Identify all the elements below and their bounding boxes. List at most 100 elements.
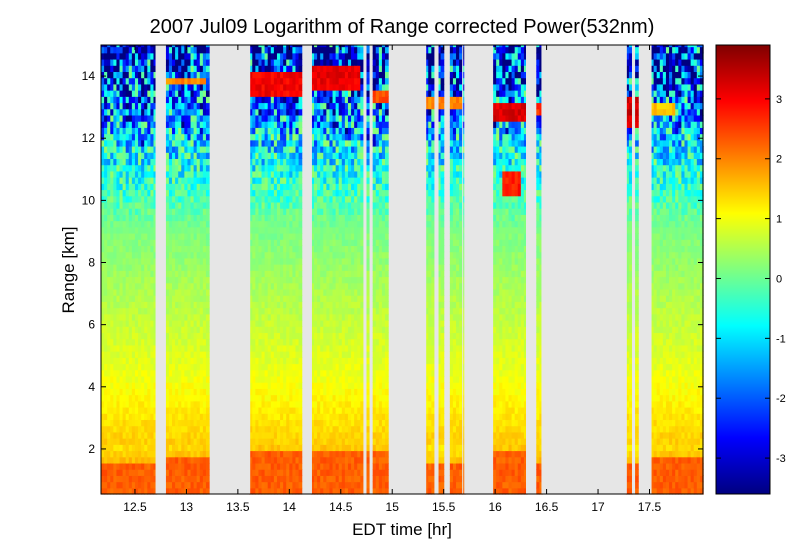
heatmap-cell <box>310 319 315 327</box>
heatmap-cell <box>264 214 269 222</box>
heatmap-cell <box>125 177 130 184</box>
heatmap-cell <box>289 444 294 452</box>
heatmap-cell <box>360 469 365 476</box>
heatmap-cell <box>286 214 290 222</box>
heatmap-cell <box>193 469 198 476</box>
heatmap-cell <box>178 208 182 215</box>
heatmap-cell <box>357 264 361 271</box>
heatmap-cell <box>144 164 148 172</box>
heatmap-cell <box>172 189 176 197</box>
heatmap-cell <box>104 183 108 191</box>
heatmap-cell <box>249 400 253 408</box>
heatmap-cell <box>187 332 192 340</box>
heatmap-cell <box>372 245 377 253</box>
heatmap-cell <box>326 183 331 191</box>
heatmap-cell <box>335 102 340 110</box>
heatmap-cell <box>357 189 361 197</box>
heatmap-cell <box>193 83 198 91</box>
heatmap-cell <box>255 45 260 48</box>
heatmap-cell <box>199 58 204 66</box>
heatmap-cell <box>141 96 145 104</box>
heatmap-cell <box>344 438 349 445</box>
heatmap-cell <box>153 102 158 110</box>
heatmap-cell <box>122 164 127 172</box>
heatmap-cell <box>141 363 145 371</box>
heatmap-cell <box>202 351 207 358</box>
heatmap-cell <box>360 145 365 153</box>
heatmap-cell <box>298 319 303 327</box>
heatmap-cell <box>320 295 324 302</box>
heatmap-cell <box>335 45 340 48</box>
heatmap-cell <box>273 245 278 253</box>
heatmap-cell <box>264 481 269 489</box>
heatmap-cell <box>122 475 127 483</box>
heatmap-cell <box>283 375 287 383</box>
heatmap-cell <box>295 450 300 458</box>
heatmap-cell <box>323 363 327 371</box>
heatmap-cell <box>261 344 266 352</box>
heatmap-cell <box>144 469 148 476</box>
heatmap-cell <box>295 288 300 296</box>
heatmap-cell <box>131 475 136 483</box>
heatmap-cell <box>147 96 151 104</box>
heatmap-cell <box>332 462 337 470</box>
heatmap-cell <box>175 456 179 464</box>
heatmap-cell <box>101 102 105 110</box>
heatmap-cell <box>329 469 334 476</box>
heatmap-cell <box>116 363 121 371</box>
heatmap-cell <box>181 407 185 414</box>
heatmap-cell <box>122 189 127 197</box>
heatmap-cell <box>134 481 139 489</box>
heatmap-cell <box>273 90 278 97</box>
heatmap-cell <box>273 469 278 476</box>
heatmap-cell <box>366 170 371 178</box>
heatmap-cell <box>317 220 321 228</box>
heatmap-cell <box>153 469 158 476</box>
heatmap-cell <box>258 419 263 427</box>
heatmap-cell <box>104 344 108 352</box>
heatmap-cell <box>110 444 114 452</box>
heatmap-cell <box>258 400 263 408</box>
heatmap-cell <box>125 276 130 284</box>
heatmap-cell <box>286 319 290 327</box>
heatmap-cell <box>122 145 127 153</box>
heatmap-cell <box>107 245 111 253</box>
heatmap-cell <box>144 45 148 48</box>
heatmap-cell <box>258 127 263 135</box>
heatmap-cell <box>147 58 151 66</box>
heatmap-cell <box>283 338 287 346</box>
heatmap-cell <box>107 145 111 153</box>
heatmap-cell <box>165 419 170 427</box>
heatmap-cell <box>113 332 118 340</box>
heatmap-cell <box>190 183 195 191</box>
heatmap-cell <box>335 394 340 402</box>
heatmap-cell <box>190 375 195 383</box>
heatmap-cell <box>165 133 170 141</box>
heatmap-cell <box>134 58 139 66</box>
heatmap-cell <box>264 65 269 73</box>
heatmap-cell <box>332 108 337 116</box>
heatmap-cell <box>255 431 260 439</box>
heatmap-cell <box>110 295 114 302</box>
heatmap-cell <box>329 394 334 402</box>
heatmap-cell <box>181 394 185 402</box>
heatmap-cell <box>273 357 278 365</box>
heatmap-cell <box>119 431 124 439</box>
heatmap-cell <box>310 45 315 48</box>
heatmap-cell <box>175 326 179 334</box>
heatmap-cell <box>310 357 315 365</box>
heatmap-cell <box>270 450 275 458</box>
heatmap-cell <box>125 438 130 445</box>
heatmap-cell <box>354 77 358 85</box>
heatmap-cell <box>326 351 331 358</box>
heatmap-cell <box>193 326 198 334</box>
heatmap-cell <box>357 288 361 296</box>
heatmap-cell <box>273 369 278 377</box>
heatmap-cell <box>360 462 365 470</box>
heatmap-cell <box>122 425 127 433</box>
heatmap-cell <box>310 450 315 458</box>
heatmap-cell <box>116 102 121 110</box>
heatmap-cell <box>273 438 278 445</box>
heatmap-cell <box>131 307 136 315</box>
heatmap-cell <box>110 58 114 66</box>
